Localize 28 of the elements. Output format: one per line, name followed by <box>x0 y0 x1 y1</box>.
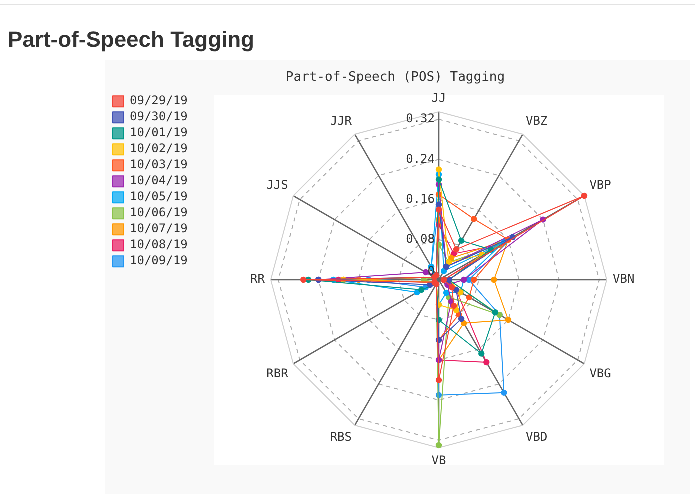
spoke-label: VBZ <box>526 114 548 128</box>
legend-label: 10/01/19 <box>130 126 188 140</box>
spoke-label: VBG <box>590 366 612 380</box>
legend-label: 10/03/19 <box>130 158 188 172</box>
spoke-label: VBP <box>590 178 612 192</box>
y-tick-label: 0.32 <box>406 112 435 126</box>
spoke-label: VBD <box>526 430 548 444</box>
legend-label: 10/02/19 <box>130 142 188 156</box>
spoke-label: RR <box>250 272 266 286</box>
legend-label: 09/29/19 <box>130 94 188 108</box>
chart-title: Part-of-Speech Tagging <box>8 27 254 53</box>
spoke-label: JJR <box>330 114 353 128</box>
spoke-label: JJS <box>266 178 288 192</box>
spoke-label: VBN <box>613 272 635 286</box>
y-tick-label: 0.24 <box>406 152 435 166</box>
spoke-label: RBS <box>330 430 352 444</box>
legend-label: 10/05/19 <box>130 190 188 204</box>
legend-label: 10/07/19 <box>130 222 188 236</box>
spoke-label: VB <box>432 453 446 468</box>
legend-label: 10/06/19 <box>130 206 188 220</box>
chart-subtitle: Part-of-Speech (POS) Tagging <box>286 70 506 86</box>
legend-label: 10/08/19 <box>130 238 188 252</box>
legend-label: 10/09/19 <box>130 254 188 268</box>
y-tick-label: 0.16 <box>406 192 435 206</box>
legend-label: 10/04/19 <box>130 174 188 188</box>
spoke-label: JJ <box>432 90 446 105</box>
legend-label: 09/30/19 <box>130 110 188 124</box>
spoke-label: RBR <box>266 366 290 380</box>
